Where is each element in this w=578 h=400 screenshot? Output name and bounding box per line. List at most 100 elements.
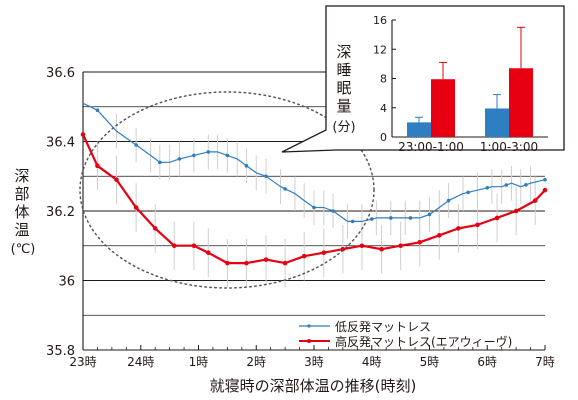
legend-marker-low [307, 324, 311, 328]
data-point-high [191, 243, 197, 249]
inset-y-tick-label: 4 [380, 102, 387, 115]
y-axis-title-char: 深 [14, 167, 29, 185]
inset-bar-low [485, 108, 509, 137]
data-point-high [80, 132, 86, 137]
data-point-low [389, 216, 393, 220]
data-point-high [133, 205, 139, 210]
y-axis-title-char: 体 [14, 203, 29, 221]
inset-y-title-char: 眠 [336, 79, 351, 97]
data-point-low [369, 217, 374, 221]
data-point-low [177, 157, 182, 161]
legend-label-high: 高反発マットレス(エアウィーヴ) [335, 334, 512, 349]
x-tick-label: 3時 [304, 355, 324, 369]
data-point-high [225, 260, 230, 266]
data-point-high [301, 253, 307, 259]
y-axis-title-char: 温 [14, 221, 29, 239]
data-point-high [206, 250, 211, 255]
x-tick-label: 5時 [420, 355, 440, 369]
y-tick-label: 35.8 [46, 344, 75, 359]
x-tick-labels: 23時 24時 1時 2時 3時 4時 5時 6時 7時 [69, 355, 554, 369]
data-point-high [475, 222, 480, 228]
inset-axes: 0 4 8 12 16 23:00-1:00 1:00-3:00 [373, 14, 548, 154]
legend: 低反発マットレス 高反発マットレス(エアウィーヴ) [299, 320, 512, 349]
inset-y-tick-label: 8 [380, 73, 387, 86]
data-point-low [264, 174, 268, 179]
data-point-low [446, 198, 451, 203]
x-tick-label: 6時 [477, 355, 497, 369]
inset-bar-low [407, 122, 431, 137]
data-point-high [379, 246, 384, 252]
series-line-high [82, 134, 546, 265]
inset-y-tick-label: 0 [380, 131, 387, 144]
data-point-high [532, 198, 538, 203]
data-point-high [244, 260, 249, 266]
x-axis-title: 就寝時の深部体温の推移(時刻) [210, 377, 417, 395]
inset-y-tick-label: 16 [373, 14, 387, 27]
data-point-high [263, 257, 269, 262]
inset-category-label: 23:00-1:00 [398, 140, 464, 154]
x-tick-label: 23時 [69, 355, 96, 369]
inset-bar-high [509, 68, 533, 137]
data-point-low [244, 164, 249, 168]
data-point-low [331, 209, 335, 213]
highlight-ellipse [79, 91, 375, 289]
inset-bars [407, 26, 533, 137]
x-tick-label: 2時 [246, 355, 266, 369]
data-point-high [282, 260, 288, 266]
data-point-high [456, 226, 461, 231]
data-point-high [437, 233, 442, 238]
data-point-low [134, 143, 138, 147]
data-point-high [513, 208, 519, 214]
data-point-low [524, 183, 528, 187]
legend-label-low: 低反発マットレス [335, 320, 431, 334]
data-point-high [417, 239, 422, 245]
data-point-low [206, 150, 211, 154]
data-point-high [542, 187, 548, 193]
data-point-high [359, 243, 365, 249]
x-tick-label: 7時 [535, 355, 555, 369]
y-axis-title: 深 部 体 温 (℃) [11, 167, 36, 257]
x-tick-label: 1時 [189, 355, 209, 369]
data-point-high [171, 243, 177, 249]
x-tick-label: 4時 [362, 355, 382, 369]
legend-marker-high [307, 339, 311, 343]
data-point-low [485, 185, 490, 190]
data-point-low [158, 160, 162, 165]
inset-y-tick-label: 12 [373, 43, 387, 56]
inset-bar-high [431, 79, 455, 137]
data-point-low [283, 187, 287, 191]
data-point-high [321, 250, 327, 255]
data-point-high [152, 226, 158, 231]
data-point-low [95, 108, 100, 113]
data-point-low [312, 205, 316, 210]
y-tick-label: 36 [58, 275, 75, 290]
y-tick-label: 36.2 [46, 205, 75, 220]
y-axis-title-char: 部 [14, 185, 29, 203]
inset-y-unit: (分) [332, 120, 355, 135]
data-point-low [466, 190, 470, 195]
deep-sleep-inset: 0 4 8 12 16 23:00-1:00 1:00-3:00 深 睡 眠 量 (分) [281, 5, 565, 154]
inset-y-title-char: 深 [336, 43, 351, 61]
inset-y-title-char: 睡 [336, 61, 351, 79]
y-tick-labels: 35.8 36 36.2 36.4 36.6 [46, 66, 75, 359]
data-point-low [427, 212, 432, 217]
data-point-high [95, 163, 100, 169]
data-point-high [494, 215, 500, 221]
data-point-low [543, 177, 547, 182]
inset-y-title-char: 量 [336, 97, 351, 115]
y-tick-label: 36.6 [46, 66, 75, 81]
data-point-low [504, 183, 509, 187]
y-tick-label: 36.4 [46, 136, 75, 151]
data-point-low [225, 153, 230, 158]
data-point-high [114, 177, 119, 183]
series-lines [80, 102, 548, 266]
data-point-low [350, 219, 355, 224]
y-axis-unit: (℃) [11, 242, 36, 257]
inset-category-label: 1:00-3:00 [480, 140, 538, 154]
data-point-high [398, 243, 403, 249]
data-point-low [408, 216, 413, 220]
inset-y-axis-title: 深 睡 眠 量 (分) [332, 43, 355, 135]
x-tick-label: 24時 [127, 355, 154, 369]
